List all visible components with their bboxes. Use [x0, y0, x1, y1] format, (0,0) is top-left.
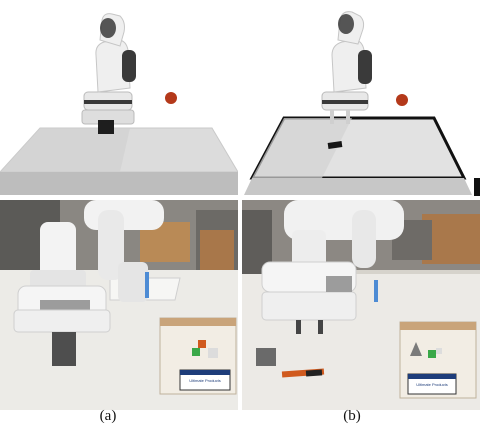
sim-object	[327, 141, 343, 149]
sim-table-front	[0, 172, 238, 195]
real-objects	[256, 348, 325, 378]
sim-table-front	[244, 178, 472, 195]
caption-a: (a)	[99, 408, 117, 424]
box-label: Ultimate Products	[416, 382, 448, 387]
real-robot	[13, 200, 164, 366]
caption-b: (b)	[343, 408, 361, 424]
sim-panel-a	[0, 0, 238, 196]
sim-ball	[165, 92, 177, 104]
real-box: Ultimate Products	[159, 317, 237, 395]
sim-robot	[321, 11, 372, 124]
sim-panel-b	[242, 0, 480, 196]
real-photo-a: Ultimate Products	[0, 200, 238, 410]
real-photo-b: Ultimate Products	[242, 200, 480, 410]
sim-ball	[396, 94, 408, 106]
sim-table-shadow	[0, 128, 130, 172]
real-box: Ultimate Products	[399, 321, 477, 399]
real-robot	[261, 200, 404, 334]
sim-robot	[81, 13, 136, 134]
box-label: Ultimate Products	[189, 378, 221, 383]
